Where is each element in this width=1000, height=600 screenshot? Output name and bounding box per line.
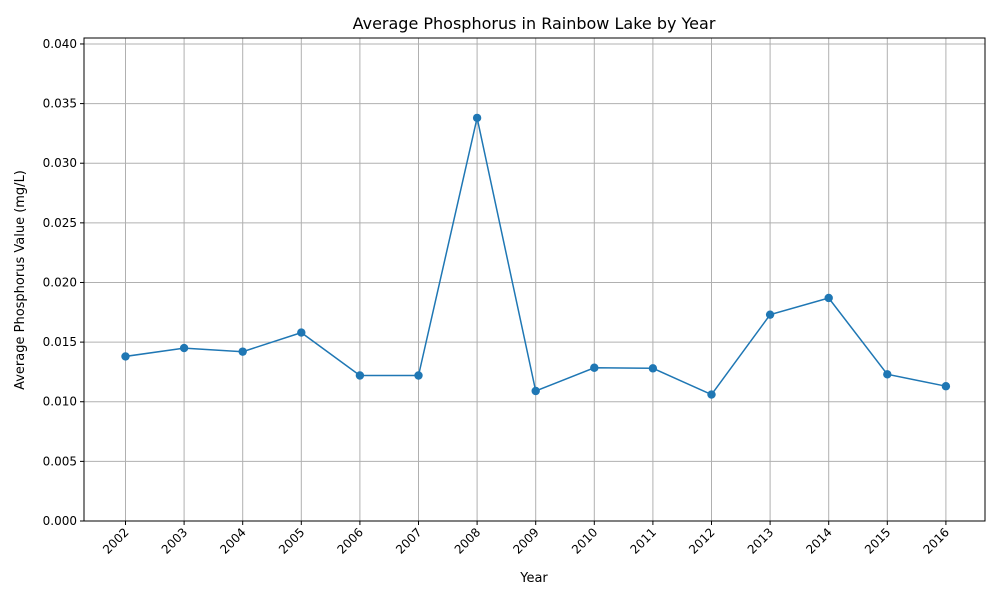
x-tick-label: 2011 bbox=[628, 525, 659, 556]
y-tick-label: 0.005 bbox=[43, 454, 77, 468]
y-axis: 0.000 0.005 0.010 0.015 0.020 0.025 0.030 0.035… bbox=[43, 37, 84, 528]
chart-title: Average Phosphorus in Rainbow Lake by Ye… bbox=[353, 14, 716, 33]
data-point bbox=[531, 386, 540, 396]
y-tick-label: 0.025 bbox=[43, 216, 77, 230]
y-tick-label: 0.035 bbox=[43, 97, 77, 111]
x-axis-title: Year bbox=[519, 571, 548, 586]
y-axis-title: Average Phosphorus Value (mg/L) bbox=[13, 170, 28, 390]
x-tick-label: 2006 bbox=[335, 525, 366, 556]
y-tick-label: 0.000 bbox=[43, 514, 77, 528]
x-tick-label: 2004 bbox=[217, 525, 248, 556]
data-point bbox=[472, 113, 482, 123]
data-point bbox=[238, 347, 247, 356]
data-point bbox=[765, 310, 775, 319]
x-tick-label: 2007 bbox=[393, 525, 424, 556]
x-tick-label: 2003 bbox=[159, 525, 190, 556]
data-point bbox=[121, 352, 130, 361]
x-tick-label: 2014 bbox=[803, 525, 834, 556]
x-tick-label: 2010 bbox=[569, 525, 600, 556]
data-point bbox=[941, 382, 951, 391]
data-point bbox=[707, 390, 716, 399]
y-tick-label: 0.015 bbox=[43, 335, 77, 349]
x-tick-label: 2015 bbox=[862, 525, 893, 556]
data-series bbox=[121, 113, 951, 399]
x-tick-label: 2009 bbox=[510, 525, 541, 556]
data-point bbox=[179, 343, 189, 353]
data-point bbox=[297, 328, 306, 337]
x-tick-label: 2012 bbox=[686, 525, 717, 556]
x-axis: 2002 2003 2004 2005 2006 2007 2008 2009 2010 2011… bbox=[100, 521, 952, 557]
data-point bbox=[648, 364, 658, 373]
grid-lines bbox=[84, 38, 985, 522]
y-tick-label: 0.010 bbox=[43, 395, 77, 409]
plot-area-frame bbox=[83, 37, 986, 522]
x-tick-label: 2002 bbox=[100, 525, 131, 556]
x-tick-label: 2013 bbox=[745, 525, 776, 556]
data-point bbox=[590, 363, 599, 372]
data-point bbox=[883, 370, 892, 379]
y-tick-label: 0.040 bbox=[43, 37, 77, 51]
data-point bbox=[414, 371, 423, 380]
x-tick-label: 2008 bbox=[452, 525, 483, 556]
y-tick-label: 0.030 bbox=[43, 156, 77, 170]
data-point bbox=[355, 371, 365, 380]
x-tick-label: 2005 bbox=[276, 525, 307, 556]
x-tick-label: 2016 bbox=[921, 525, 952, 556]
data-point bbox=[824, 293, 833, 303]
y-tick-label: 0.020 bbox=[43, 275, 77, 289]
